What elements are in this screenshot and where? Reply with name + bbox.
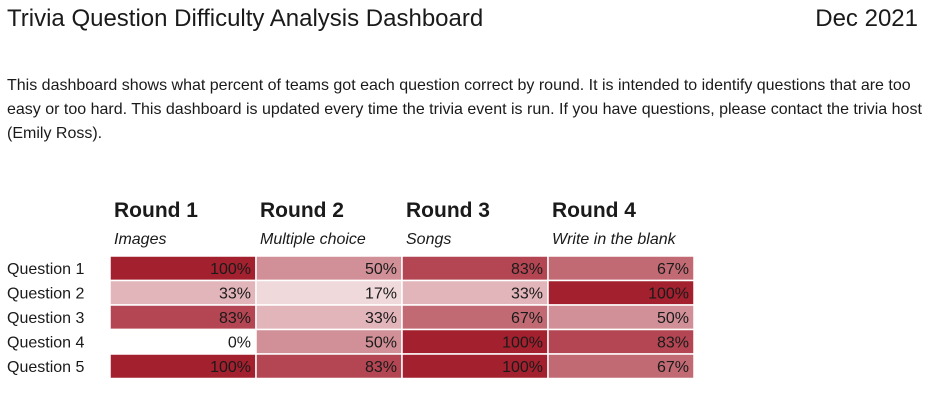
cell-value: 100% [210, 359, 251, 376]
heatmap-cell [109, 255, 257, 282]
heatmap-cell [547, 255, 695, 282]
dashboard-description: This dashboard shows what percent of tea… [7, 77, 922, 142]
question-label: Question 4 [7, 334, 84, 351]
heatmap-cell [401, 353, 549, 380]
question-label: Question 3 [7, 310, 84, 327]
heatmap-cell [547, 304, 695, 331]
heatmap-cell [109, 304, 257, 331]
round-header: Round 2 [260, 199, 344, 222]
heatmap-cell [401, 304, 549, 331]
heatmap-cell [109, 353, 257, 380]
question-label: Question 2 [7, 285, 84, 302]
cell-value: 100% [648, 285, 689, 302]
heatmap-cell [109, 328, 257, 355]
round-subtitle: Images [114, 231, 166, 248]
cell-value: 50% [657, 310, 689, 327]
heatmap-cell [401, 328, 549, 355]
cell-value: 83% [219, 310, 251, 327]
heatmap-cell [255, 328, 403, 355]
cell-value: 100% [502, 334, 543, 351]
cell-value: 83% [365, 359, 397, 376]
cell-value: 50% [365, 334, 397, 351]
cell-value: 67% [657, 261, 689, 278]
heatmap-cell [255, 353, 403, 380]
heatmap-cell [547, 328, 695, 355]
round-subtitle: Multiple choice [260, 231, 366, 248]
cell-value: 67% [511, 310, 543, 327]
cell-value: 33% [511, 285, 543, 302]
heatmap-cell [255, 279, 403, 306]
heatmap-cell [547, 353, 695, 380]
heatmap-cell [547, 279, 695, 306]
round-header: Round 4 [552, 199, 636, 222]
cell-value: 83% [511, 261, 543, 278]
dashboard-date: Dec 2021 [815, 5, 918, 32]
cell-value: 0% [228, 334, 251, 351]
round-subtitle: Write in the blank [552, 231, 677, 248]
round-header: Round 1 [114, 199, 198, 222]
heatmap-cell [255, 255, 403, 282]
heatmap-cell [401, 279, 549, 306]
cell-value: 33% [219, 285, 251, 302]
cell-value: 100% [502, 359, 543, 376]
heatmap-cell [255, 304, 403, 331]
cell-value: 100% [210, 261, 251, 278]
cell-value: 67% [657, 359, 689, 376]
question-label: Question 5 [7, 359, 84, 376]
cell-value: 33% [365, 310, 397, 327]
cell-value: 17% [365, 285, 397, 302]
round-header: Round 3 [406, 199, 490, 222]
heatmap-cell [109, 279, 257, 306]
round-subtitle: Songs [406, 231, 451, 248]
cell-value: 83% [657, 334, 689, 351]
cell-value: 50% [365, 261, 397, 278]
question-label: Question 1 [7, 261, 84, 278]
heatmap-cell [401, 255, 549, 282]
dashboard-title: Trivia Question Difficulty Analysis Dash… [7, 5, 484, 32]
